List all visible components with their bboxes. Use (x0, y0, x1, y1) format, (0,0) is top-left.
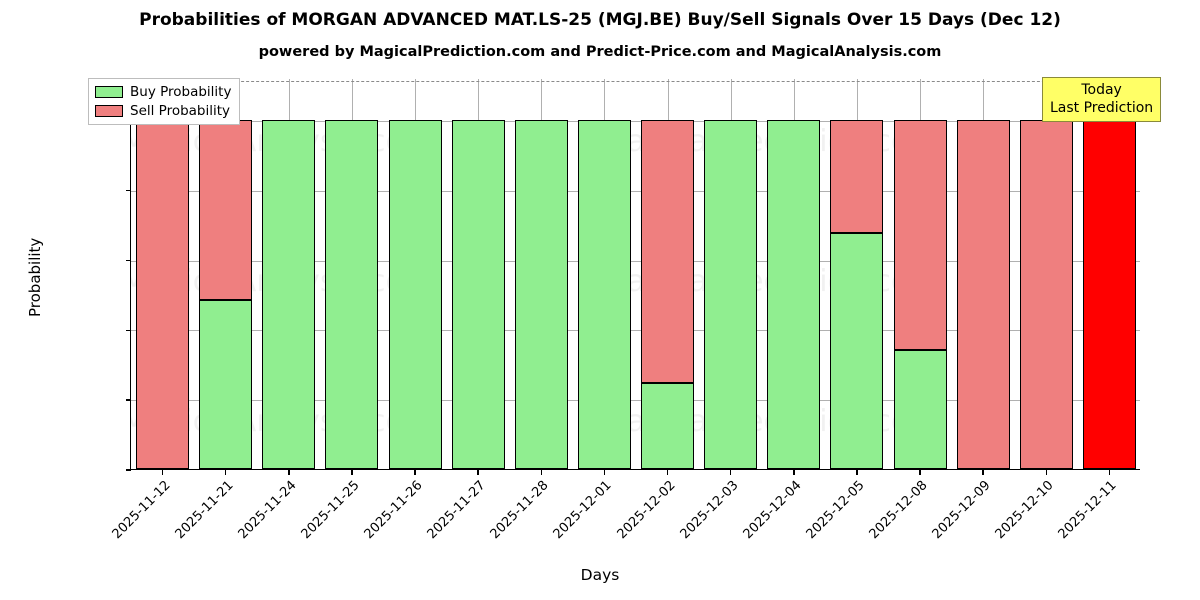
bar-segment-sell (641, 119, 695, 384)
plot-area: MagicalAnalysis.comMagicalPrediction.com… (109, 79, 1140, 542)
x-axis-tick-mark (603, 470, 606, 475)
bar-segment-buy (704, 119, 758, 469)
legend-swatch-sell-icon (95, 105, 123, 117)
x-axis-tick-mark (540, 470, 542, 475)
bar-column[interactable] (704, 79, 758, 469)
x-axis-tick-mark (1108, 470, 1111, 475)
bar-column[interactable] (388, 79, 442, 469)
bar-segment-sell (136, 119, 190, 469)
y-axis-tick-mark (126, 190, 131, 192)
bar-column[interactable] (956, 79, 1010, 469)
x-axis-tick-label: 2025-12-08 (866, 478, 931, 543)
bar-segment-buy (767, 119, 821, 469)
bar-segment-buy (451, 119, 505, 469)
gridline-h (131, 190, 1140, 192)
bar-segment-buy (199, 299, 253, 469)
bar-segment-sell (956, 119, 1010, 469)
x-axis-tick-mark (288, 470, 290, 475)
chart-subtitle: powered by MagicalPrediction.com and Pre… (258, 44, 942, 60)
x-axis-tick-label: 2025-12-02 (614, 478, 679, 543)
bar-column[interactable] (325, 79, 379, 469)
bar-column[interactable] (451, 79, 505, 469)
bar-column[interactable] (199, 79, 253, 469)
y-axis-tick-mark (126, 329, 131, 332)
bar-segment-buy (262, 119, 316, 469)
gridline-h (131, 330, 1140, 332)
legend-label-buy: Buy Probability (130, 84, 232, 100)
bar-column[interactable] (641, 79, 695, 469)
x-axis-tick-mark (666, 470, 669, 475)
x-axis-tick-label: 2025-12-09 (929, 478, 994, 543)
x-axis-tick-label: 2025-12-10 (992, 478, 1057, 543)
bar-segment-buy (514, 119, 568, 469)
x-axis-tick-label: 2025-12-05 (803, 478, 868, 543)
bar-column[interactable] (136, 79, 190, 469)
bar-segment-sell (199, 119, 253, 300)
x-axis-tick-mark (224, 470, 227, 475)
y-axis-tick-mark (126, 399, 131, 401)
bar-segment-buy (325, 119, 379, 469)
x-axis-tick-label: 2025-11-21 (172, 478, 237, 543)
bar-column[interactable] (893, 79, 947, 469)
chart-title: Probabilities of MORGAN ADVANCED MAT.LS-… (139, 10, 1061, 30)
y-axis-label: Probability (26, 237, 44, 317)
bar-segment-sell (830, 119, 884, 234)
legend-label-sell: Sell Probability (130, 103, 231, 119)
x-axis-tick-mark (351, 470, 353, 475)
gridline-h (131, 260, 1140, 262)
reference-dashed-line (131, 80, 1140, 82)
x-axis-tick-mark (1045, 470, 1047, 475)
bar-segment-buy (388, 119, 442, 469)
bar-column[interactable] (514, 79, 568, 469)
bar-segment-buy (577, 119, 631, 469)
x-axis-tick-label: 2025-11-24 (235, 478, 300, 543)
x-axis-tick-mark (729, 470, 732, 475)
bar-column[interactable] (1082, 79, 1136, 469)
x-axis-tick-mark (793, 470, 795, 475)
bar-column[interactable] (577, 79, 631, 469)
x-axis-tick-label: 2025-11-26 (361, 478, 426, 543)
x-axis-tick-label: 2025-12-04 (740, 478, 805, 543)
bar-segment-buy (641, 383, 695, 469)
y-axis-tick-mark (126, 469, 131, 471)
legend: Buy Probability Sell Probability (88, 78, 241, 125)
x-axis-tick-label: 2025-11-25 (298, 478, 363, 543)
x-axis-tick-mark (919, 470, 921, 475)
today-annotation-line2: Last Prediction (1050, 99, 1154, 116)
bar-column[interactable] (830, 79, 884, 469)
bar-column[interactable] (767, 79, 821, 469)
x-axis-tick-label: 2025-12-11 (1056, 478, 1121, 543)
gridline-h (131, 400, 1140, 402)
y-axis-tick-mark (126, 259, 131, 262)
x-axis-tick-label: 2025-11-12 (109, 478, 174, 543)
bar-segment-buy (893, 350, 947, 469)
bar-column[interactable] (262, 79, 316, 469)
legend-item-sell[interactable]: Sell Probability (95, 103, 231, 119)
x-axis-tick-label: 2025-12-03 (677, 478, 742, 543)
x-axis-tick-mark (477, 470, 479, 475)
legend-item-buy[interactable]: Buy Probability (95, 84, 231, 100)
x-axis-tick-mark (414, 470, 416, 475)
bar-segment-buy (830, 233, 884, 469)
bar-segment-sell (1019, 119, 1073, 469)
bar-segment-sell (893, 119, 947, 351)
x-axis-tick-label: 2025-12-01 (551, 478, 616, 543)
x-axis-tick-label: 2025-11-27 (424, 478, 489, 543)
gridline-h (131, 120, 1140, 122)
today-annotation-line1: Today (1081, 82, 1122, 98)
today-annotation: Today Last Prediction (1042, 77, 1162, 122)
x-axis-tick-mark (161, 470, 164, 475)
x-axis-tick-mark (982, 470, 984, 475)
x-axis-tick-label: 2025-11-28 (487, 478, 552, 543)
x-axis-tick-mark (856, 470, 858, 475)
legend-swatch-buy-icon (95, 86, 123, 98)
x-axis-label: Days (580, 566, 620, 584)
bar-segment-today (1082, 119, 1136, 469)
bar-column[interactable] (1019, 79, 1073, 469)
